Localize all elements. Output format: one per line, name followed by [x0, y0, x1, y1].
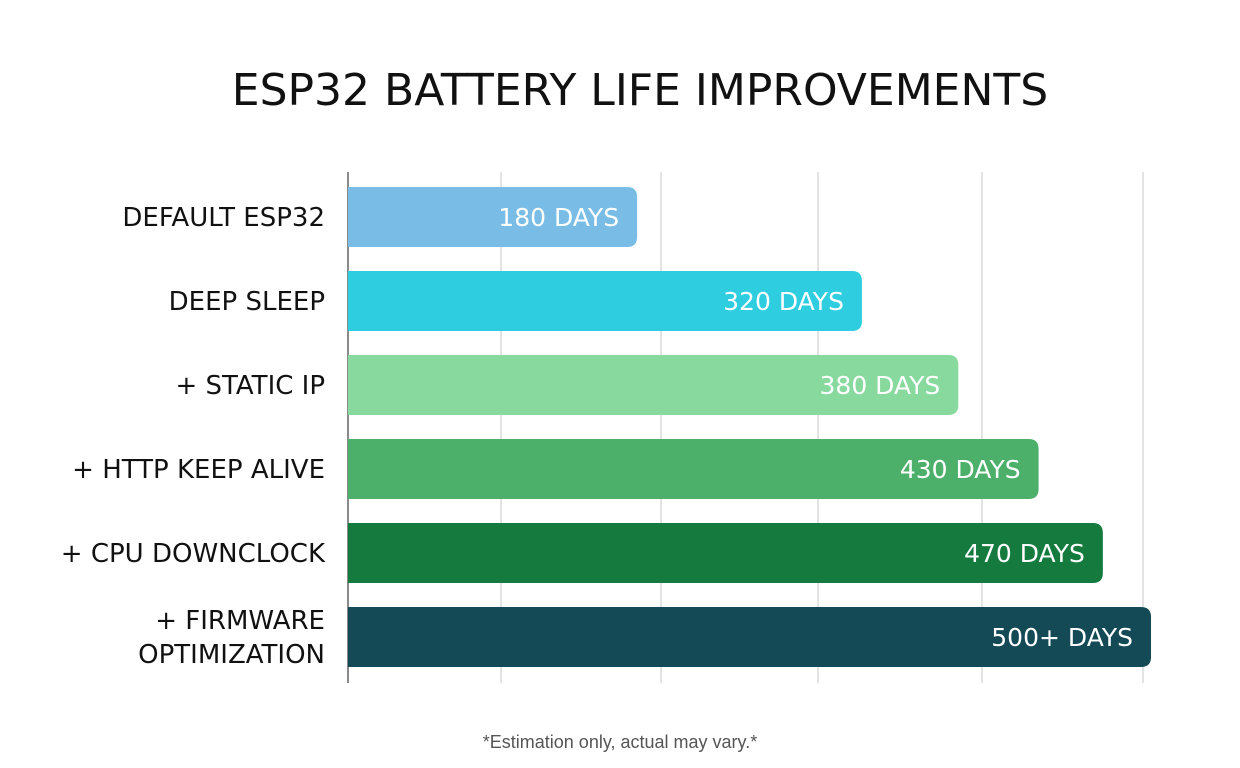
bar — [348, 523, 1103, 583]
bar — [348, 439, 1039, 499]
category-label: OPTIMIZATION — [138, 640, 325, 670]
category-label: + FIRMWARE — [155, 606, 325, 636]
bar-value-label: 430 DAYS — [900, 455, 1021, 484]
bar-value-label: 180 DAYS — [498, 203, 619, 232]
category-label: DEEP SLEEP — [169, 287, 325, 317]
bar — [348, 607, 1152, 667]
category-label: + CPU DOWNCLOCK — [61, 539, 326, 569]
bar-value-label: 470 DAYS — [964, 539, 1085, 568]
bar-value-label: 500+ DAYS — [991, 623, 1133, 652]
chart-title: ESP32 BATTERY LIFE IMPROVEMENTS — [232, 65, 1048, 116]
bar — [348, 187, 638, 247]
bars — [348, 187, 1152, 667]
category-label: DEFAULT ESP32 — [122, 203, 325, 233]
gridlines — [347, 172, 1144, 683]
chart-footnote: *Estimation only, actual may vary.* — [483, 732, 757, 752]
bar-value-label: 380 DAYS — [820, 371, 941, 400]
category-label: + HTTP KEEP ALIVE — [72, 455, 325, 485]
category-labels: DEFAULT ESP32 DEEP SLEEP + STATIC IP + HTTP… — [61, 203, 326, 670]
bar — [348, 355, 959, 415]
value-labels: 180 DAYS 320 DAYS 380 DAYS 430 DAYS 470 DAYS… — [498, 203, 1133, 652]
bar — [348, 271, 862, 331]
category-label: + STATIC IP — [176, 371, 326, 401]
bar-value-label: 320 DAYS — [723, 287, 844, 316]
